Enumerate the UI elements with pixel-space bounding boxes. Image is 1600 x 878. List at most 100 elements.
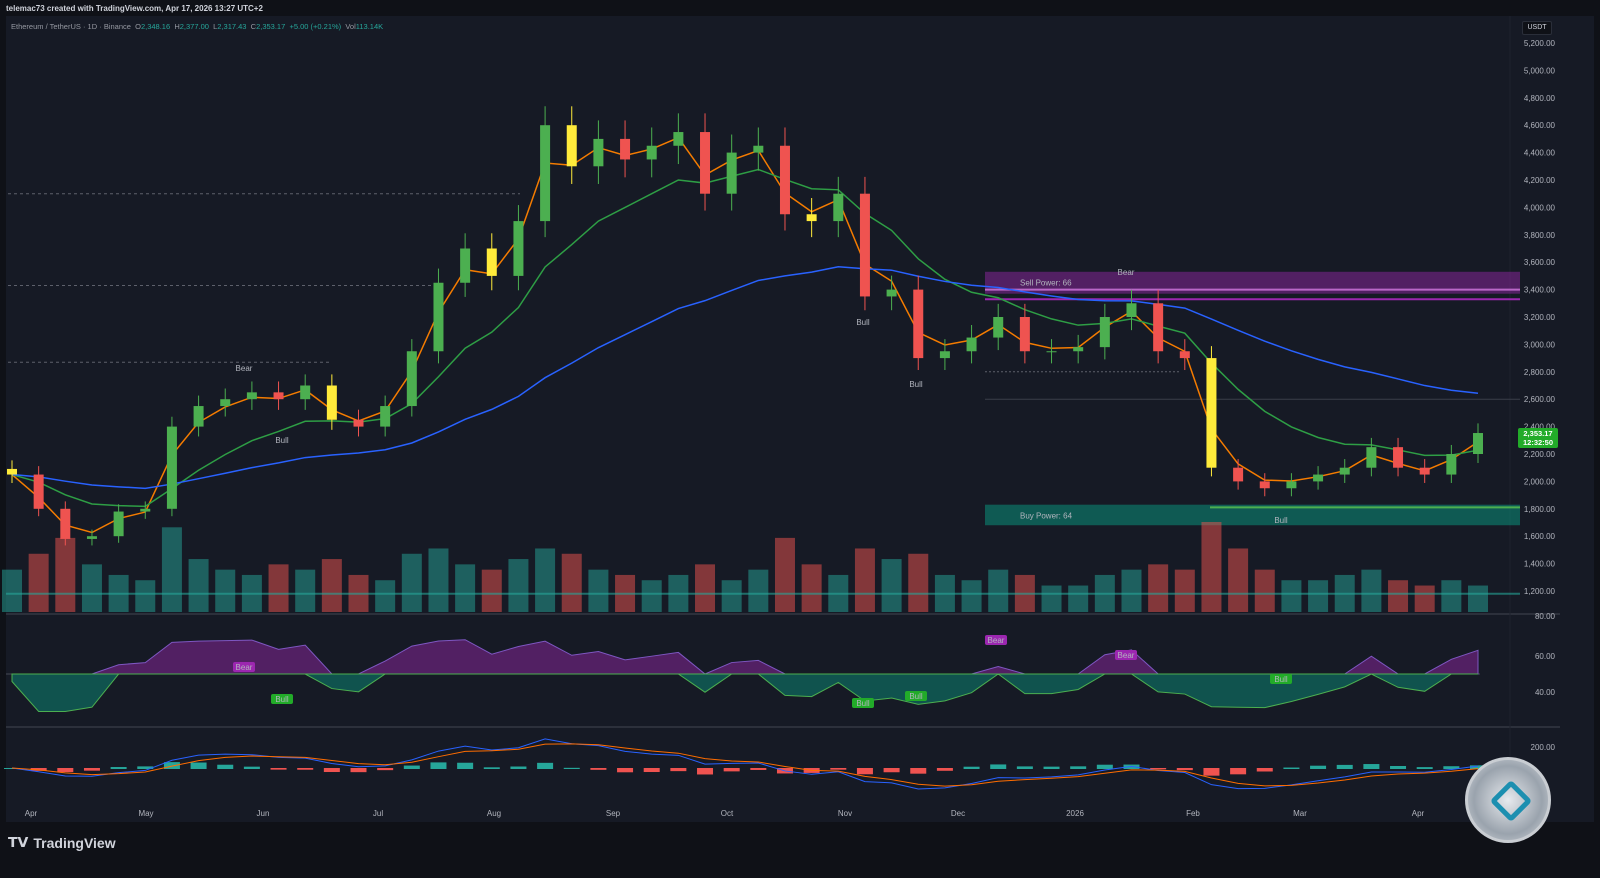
signal-label-bull: Bull (909, 380, 923, 389)
candle-body (460, 248, 471, 283)
macd-histogram-bar (617, 768, 634, 773)
volume-bar (55, 537, 76, 612)
macd-histogram-bar (1390, 765, 1407, 769)
signal-label-bear: Bear (236, 364, 253, 373)
currency-button[interactable]: USDT (1522, 21, 1552, 35)
volume-bar (1174, 569, 1195, 612)
candle-body (913, 289, 924, 359)
price-tick: 4,000.00 (1524, 203, 1556, 212)
macd-signal-line (11, 743, 1479, 787)
macd-histogram-bar (697, 768, 714, 775)
candle-body (540, 125, 551, 222)
price-tick: 4,400.00 (1524, 149, 1556, 158)
candle-body (1046, 351, 1057, 353)
macd-histogram-bar (137, 766, 154, 769)
slow-ma-line (11, 265, 1479, 490)
macd-histogram-bar (323, 768, 340, 773)
volume-bar (854, 548, 875, 612)
candle-body (406, 351, 417, 407)
last-price-tag: 2,353.17 12:32:50 (1518, 428, 1558, 448)
candle-body (1446, 454, 1457, 475)
volume-bar (774, 537, 795, 612)
signal-label-bear: Bear (1118, 268, 1135, 277)
volume-bar (1201, 522, 1222, 612)
candle-body (246, 392, 257, 400)
volume-bar (1281, 580, 1302, 612)
macd-histogram-bar (1043, 766, 1060, 769)
price-tick: 3,800.00 (1524, 231, 1556, 240)
candle-body (753, 145, 764, 153)
brand-name: TradingView (33, 834, 116, 851)
candle-body (859, 193, 870, 297)
candle-body (1099, 317, 1110, 348)
macd-histogram-bar (83, 768, 100, 771)
chart-area[interactable] (6, 16, 1594, 822)
bar-countdown: 12:32:50 (1522, 438, 1554, 447)
sell-power-label: Sell Power: 66 (1020, 278, 1072, 287)
time-tick: Aug (487, 809, 501, 818)
macd-histogram-bar (57, 768, 74, 773)
macd-histogram-bar (563, 767, 580, 769)
fast-ma-line (11, 136, 1479, 534)
macd-histogram-bar (1310, 765, 1327, 769)
candle-body (1313, 474, 1324, 482)
candle-body (886, 289, 897, 297)
volume-bar (1441, 580, 1462, 612)
volume-bar (295, 569, 316, 612)
symbol-name[interactable]: Ethereum / TetherUS · 1D · Binance (11, 22, 131, 31)
rsi-signal-bear: Bear (988, 636, 1005, 645)
footer-bar (0, 822, 1600, 878)
volume-bar (455, 564, 476, 612)
price-tick: 3,000.00 (1524, 340, 1556, 349)
candle-body (1126, 303, 1137, 317)
high-label: H (174, 22, 180, 31)
tradingview-logo[interactable]: 𝗧𝗩 TradingView (8, 834, 116, 851)
time-tick: Mar (1293, 809, 1307, 818)
volume-bar (588, 569, 609, 612)
mid-ma-line (11, 168, 1479, 508)
macd-histogram-bar (1336, 764, 1353, 769)
candle-body (700, 132, 711, 194)
candle-body (7, 468, 17, 475)
candle-body (939, 351, 950, 359)
price-tick: 1,800.00 (1524, 505, 1556, 514)
price-tick: 2,400.00 (1524, 423, 1556, 432)
macd-histogram-bar (1203, 768, 1220, 776)
volume-bar (535, 548, 556, 612)
macd-histogram-bar (430, 762, 447, 769)
close-label: C (250, 22, 257, 31)
macd-histogram-bar (856, 768, 873, 775)
macd-histogram-bar (190, 762, 207, 769)
macd-histogram-bar (1150, 768, 1167, 770)
price-tick: 1,200.00 (1524, 587, 1556, 596)
time-tick: Nov (838, 809, 852, 818)
candle-body (1259, 481, 1270, 489)
candle-body (673, 132, 684, 146)
macd-histogram-bar (590, 768, 607, 770)
volume-bar (695, 564, 716, 612)
volume-bar (988, 569, 1009, 612)
volume-bar (375, 580, 396, 612)
candle-body (60, 508, 71, 539)
change-value: +5.00 (+0.21%) (289, 22, 342, 31)
volume-bar (215, 569, 236, 612)
price-tick: 3,200.00 (1524, 313, 1556, 322)
volume-bar (1041, 585, 1062, 612)
volume-bar (1414, 585, 1435, 612)
open-label: O (135, 22, 141, 31)
macd-histogram-bar (163, 762, 180, 769)
signal-label-bull: Bull (856, 318, 870, 327)
volume-value: 113.14K (355, 22, 384, 31)
candle-body (1339, 467, 1350, 475)
volume-bar (28, 553, 49, 612)
candle-body (220, 399, 231, 407)
price-tick: 4,200.00 (1524, 176, 1556, 185)
rsi-lower-fill (11, 673, 1478, 712)
volume-bar (1388, 580, 1409, 612)
macd-histogram-bar (110, 767, 127, 769)
volume-bar (908, 553, 929, 612)
volume-bar (2, 569, 22, 612)
candle-body (1179, 351, 1190, 359)
macd-histogram-bar (1016, 766, 1033, 769)
